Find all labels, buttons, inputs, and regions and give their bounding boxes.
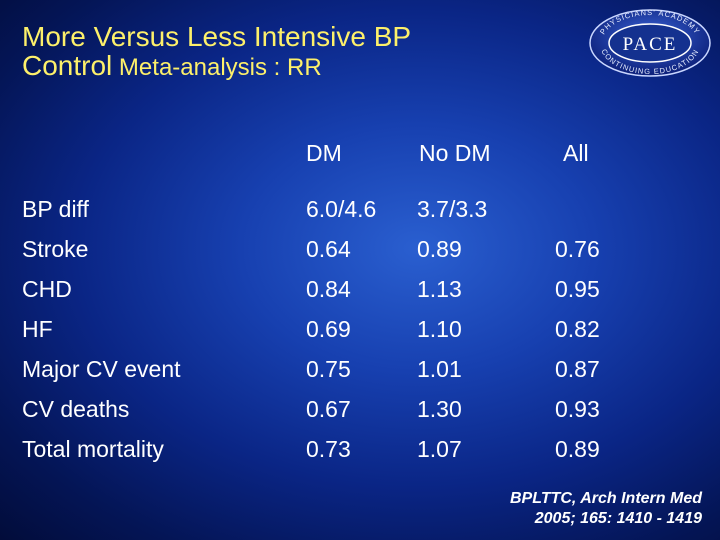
row-label-chd: CHD (22, 276, 72, 302)
column-header-all: All (563, 140, 589, 166)
cell-chd-no-dm: 1.13 (417, 276, 462, 302)
row-label-stroke: Stroke (22, 236, 89, 262)
title-line-1: More Versus Less Intensive BP (22, 21, 412, 52)
title-line-2-main: Control (22, 50, 113, 82)
citation: BPLTTC, Arch Intern Med 2005; 165: 1410 … (510, 489, 702, 529)
row-label-hf: HF (22, 316, 53, 342)
cell-major-cv-event-all: 0.87 (555, 356, 600, 382)
cell-cv-deaths-no-dm: 1.30 (417, 396, 462, 422)
cell-total-mortality-dm: 0.73 (306, 436, 351, 462)
cell-chd-dm: 0.84 (306, 276, 351, 302)
cell-bp-diff-no-dm: 3.7/3.3 (417, 196, 488, 222)
column-header-no-dm: No DM (419, 140, 491, 166)
cell-stroke-dm: 0.64 (306, 236, 351, 262)
cell-cv-deaths-dm: 0.67 (306, 396, 351, 422)
citation-line-2: 2005; 165: 1410 - 1419 (534, 510, 702, 527)
column-header-dm: DM (306, 140, 342, 166)
cell-cv-deaths-all: 0.93 (555, 396, 600, 422)
cell-hf-all: 0.82 (555, 316, 600, 342)
slide-title: More Versus Less Intensive BP Control Me… (22, 22, 411, 81)
title-line-2-sub: Meta-analysis : RR (112, 54, 322, 82)
cell-hf-no-dm: 1.10 (417, 316, 462, 342)
cell-chd-all: 0.95 (555, 276, 600, 302)
cell-total-mortality-no-dm: 1.07 (417, 436, 462, 462)
logo-inner-ring (608, 23, 692, 63)
cell-total-mortality-all: 0.89 (555, 436, 600, 462)
citation-line-1: BPLTTC, Arch Intern Med (510, 490, 702, 507)
row-label-cv-deaths: CV deaths (22, 396, 130, 422)
cell-bp-diff-dm: 6.0/4.6 (306, 196, 377, 222)
cell-stroke-all: 0.76 (555, 236, 600, 262)
cell-stroke-no-dm: 0.89 (417, 236, 462, 262)
row-label-bp-diff: BP diff (22, 196, 89, 222)
pace-logo: PHYSICIANS' ACADEMY CONTINUING EDUCATION… (589, 8, 711, 77)
row-label-major-cv-event: Major CV event (22, 356, 181, 382)
logo-text: PACE (623, 34, 678, 55)
cell-major-cv-event-dm: 0.75 (306, 356, 351, 382)
cell-hf-dm: 0.69 (306, 316, 351, 342)
row-label-total-mortality: Total mortality (22, 436, 164, 462)
cell-major-cv-event-no-dm: 1.01 (417, 356, 462, 382)
